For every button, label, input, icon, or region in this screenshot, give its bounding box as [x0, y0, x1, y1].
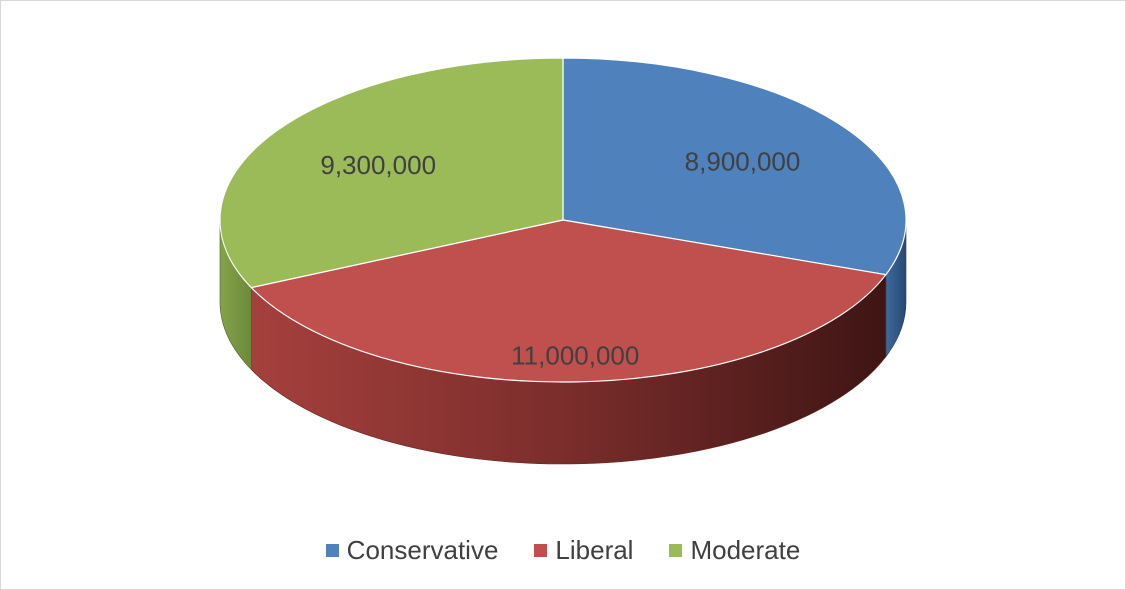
- legend-label-moderate: Moderate: [690, 535, 801, 565]
- legend: Conservative Liberal Moderate: [1, 535, 1125, 566]
- data-label-moderate: 9,300,000: [320, 150, 436, 180]
- pie-slice-liberal: [250, 219, 887, 383]
- legend-swatch-moderate: [669, 544, 683, 557]
- legend-swatch-liberal: [534, 544, 548, 557]
- legend-label-liberal: Liberal: [555, 535, 634, 565]
- pie-slice-moderate: [219, 57, 564, 289]
- legend-item-liberal: Liberal: [534, 535, 633, 566]
- legend-item-conservative: Conservative: [325, 535, 499, 566]
- legend-label-conservative: Conservative: [346, 535, 499, 565]
- data-label-conservative: 8,900,000: [685, 146, 801, 176]
- pie-slice-conservative: [562, 57, 907, 276]
- legend-item-moderate: Moderate: [669, 535, 800, 566]
- data-label-liberal: 11,000,000: [511, 340, 639, 370]
- legend-swatch-conservative: [325, 544, 339, 557]
